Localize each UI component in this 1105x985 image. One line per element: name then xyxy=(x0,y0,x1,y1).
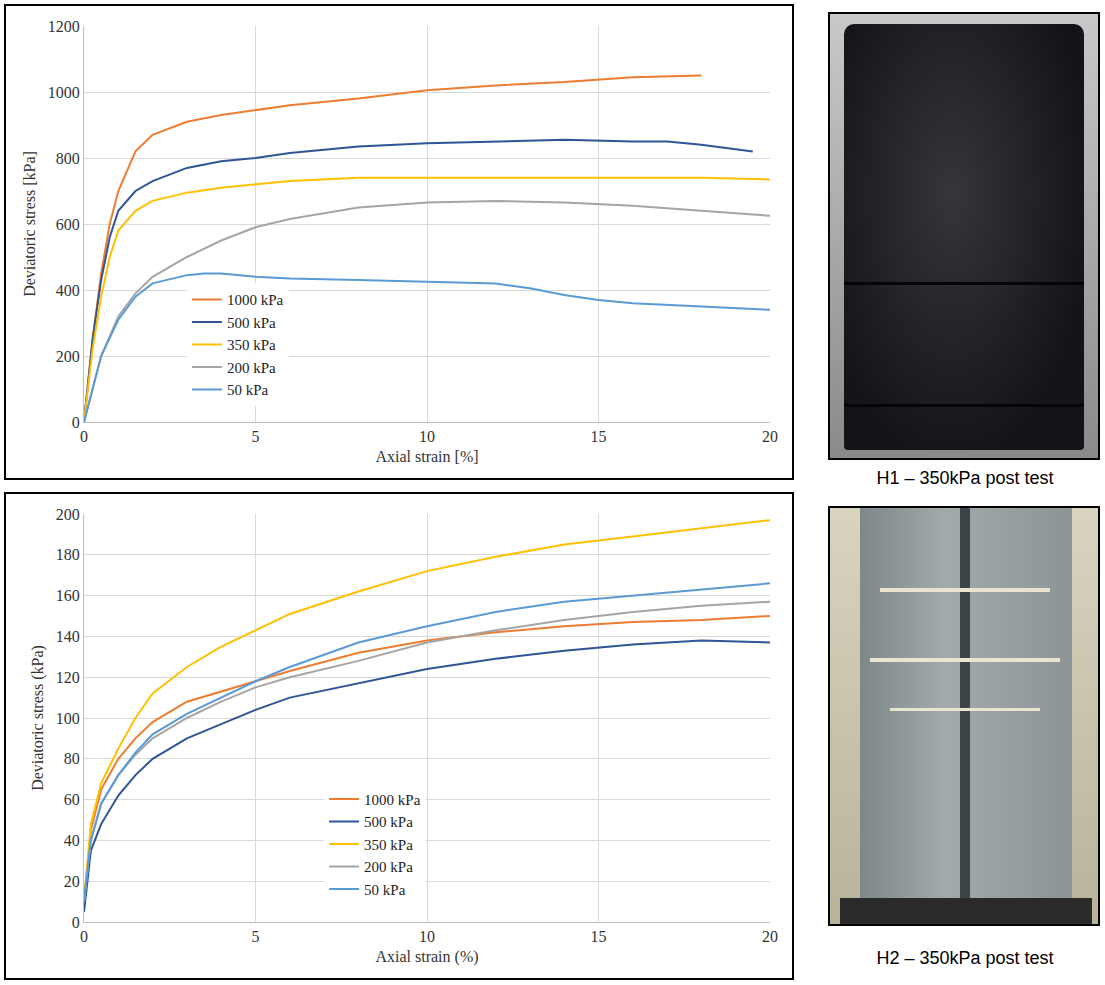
svg-text:200 kPa: 200 kPa xyxy=(227,360,276,376)
svg-text:0: 0 xyxy=(72,914,80,931)
svg-text:80: 80 xyxy=(64,750,80,767)
svg-text:15: 15 xyxy=(591,428,607,445)
svg-text:20: 20 xyxy=(762,928,778,945)
svg-text:1200: 1200 xyxy=(48,18,80,35)
svg-text:60: 60 xyxy=(64,791,80,808)
html-text:H2 – 350kPa post test: H2 – 350kPa post test xyxy=(876,948,1054,968)
svg-text:200: 200 xyxy=(56,348,80,365)
svg-text:15: 15 xyxy=(591,928,607,945)
svg-text:500 kPa: 500 kPa xyxy=(227,315,276,331)
svg-text:200: 200 xyxy=(56,506,80,523)
svg-text:Axial strain [%]: Axial strain [%] xyxy=(375,448,478,465)
svg-text:5: 5 xyxy=(252,428,260,445)
svg-text:100: 100 xyxy=(56,710,80,727)
svg-text:40: 40 xyxy=(64,832,80,849)
svg-text:0: 0 xyxy=(80,428,88,445)
svg-text:140: 140 xyxy=(56,628,80,645)
svg-text:160: 160 xyxy=(56,587,80,604)
svg-text:50 kPa: 50 kPa xyxy=(364,882,406,898)
svg-text:180: 180 xyxy=(56,546,80,563)
svg-text:20: 20 xyxy=(762,428,778,445)
svg-text:600: 600 xyxy=(56,216,80,233)
svg-text:1000 kPa: 1000 kPa xyxy=(364,792,421,808)
svg-text:Deviatoric stress [kPa]: Deviatoric stress [kPa] xyxy=(21,151,38,297)
svg-text:350 kPa: 350 kPa xyxy=(364,837,413,853)
svg-text:5: 5 xyxy=(252,928,260,945)
svg-text:Deviatoric stress (kPa): Deviatoric stress (kPa) xyxy=(29,645,47,791)
html-text:H1 – 350kPa post test: H1 – 350kPa post test xyxy=(876,468,1054,488)
svg-text:120: 120 xyxy=(56,669,80,686)
svg-text:10: 10 xyxy=(419,428,435,445)
svg-text:0: 0 xyxy=(80,928,88,945)
svg-text:200 kPa: 200 kPa xyxy=(364,859,413,875)
svg-text:500 kPa: 500 kPa xyxy=(364,814,413,830)
svg-text:Axial strain (%): Axial strain (%) xyxy=(375,948,478,966)
svg-text:350 kPa: 350 kPa xyxy=(227,337,276,353)
svg-text:800: 800 xyxy=(56,150,80,167)
svg-text:1000 kPa: 1000 kPa xyxy=(227,292,284,308)
svg-text:1000: 1000 xyxy=(48,84,80,101)
svg-text:20: 20 xyxy=(64,873,80,890)
svg-text:400: 400 xyxy=(56,282,80,299)
svg-text:10: 10 xyxy=(419,928,435,945)
svg-text:50 kPa: 50 kPa xyxy=(227,382,269,398)
svg-text:0: 0 xyxy=(72,414,80,431)
